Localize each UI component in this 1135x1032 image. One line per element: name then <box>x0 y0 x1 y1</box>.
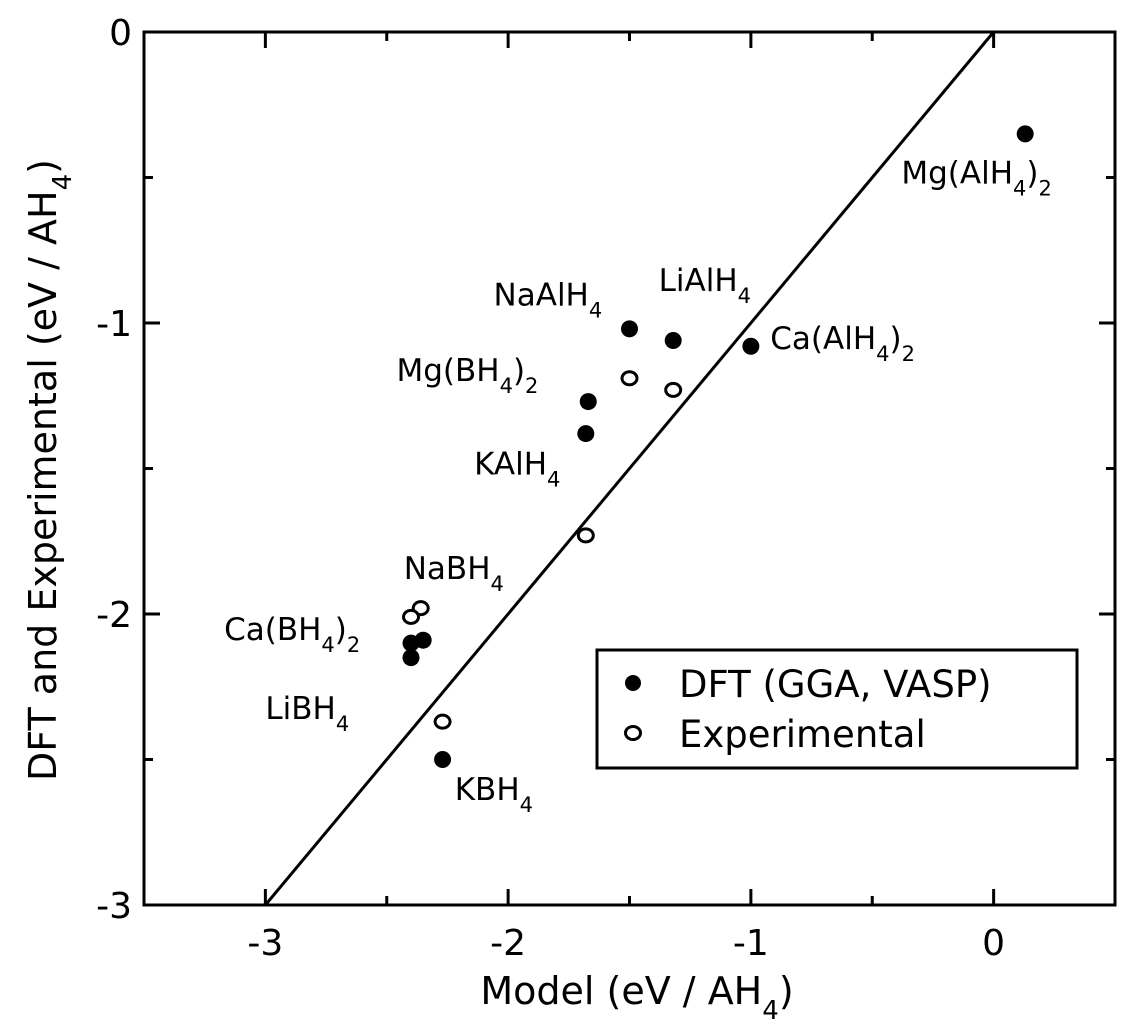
dft-point <box>402 649 420 667</box>
experimental-point <box>433 713 452 730</box>
legend-experimental-marker <box>624 725 642 741</box>
legend: DFT (GGA, VASP) Experimental <box>595 648 1079 770</box>
experimental-point <box>576 527 595 544</box>
x-tick-label: -1 <box>733 923 769 964</box>
x-tick-label: -2 <box>490 923 526 964</box>
legend-experimental-label: Experimental <box>679 713 926 756</box>
axis-tick-labels: -3 -2 -1 0 0 -1 -2 -3 <box>96 13 1005 964</box>
experimental-point <box>620 370 639 387</box>
compound-label: Ca(BH4)2 <box>224 612 360 657</box>
dft-point <box>1016 125 1034 143</box>
point-labels: Mg(AlH4)2 NaAlH4 LiAlH4 Ca(AlH4)2 Mg(BH4)2 KA… <box>224 155 1052 817</box>
parity-line <box>264 31 995 906</box>
dft-point <box>664 331 682 349</box>
y-tick-label: 0 <box>109 13 132 54</box>
dft-point <box>434 751 452 768</box>
compound-label: LiBH4 <box>265 691 349 736</box>
y-axis-title: DFT and Experimental (eV / AH4) <box>21 159 78 781</box>
dft-point <box>577 425 595 443</box>
dft-point <box>579 393 597 411</box>
legend-dft-marker <box>625 675 641 691</box>
y-tick-label: -3 <box>96 886 132 927</box>
compound-label: KBH4 <box>455 772 533 817</box>
dft-point <box>742 337 760 355</box>
dft-point <box>414 631 432 649</box>
compound-label: Mg(AlH4)2 <box>901 155 1052 200</box>
x-axis-title: Model (eV / AH4) <box>480 969 793 1026</box>
x-tick-label: 0 <box>982 923 1005 964</box>
y-tick-label: -1 <box>96 304 132 345</box>
compound-label: Mg(BH4)2 <box>396 353 538 398</box>
legend-dft-label: DFT (GGA, VASP) <box>679 663 992 706</box>
x-tick-label: -3 <box>247 923 283 964</box>
experimental-point <box>402 608 421 625</box>
compound-label: NaAlH4 <box>494 278 603 323</box>
compound-label: LiAlH4 <box>659 263 751 308</box>
axis-ticks <box>144 30 1115 907</box>
data-points <box>402 125 1034 768</box>
compound-label: KAlH4 <box>474 446 560 491</box>
compound-label: NaBH4 <box>404 551 504 596</box>
compound-label: Ca(AlH4)2 <box>770 321 915 366</box>
y-tick-label: -2 <box>96 595 132 636</box>
legend-box <box>595 648 1079 770</box>
experimental-point <box>664 381 683 398</box>
dft-point <box>621 320 638 338</box>
